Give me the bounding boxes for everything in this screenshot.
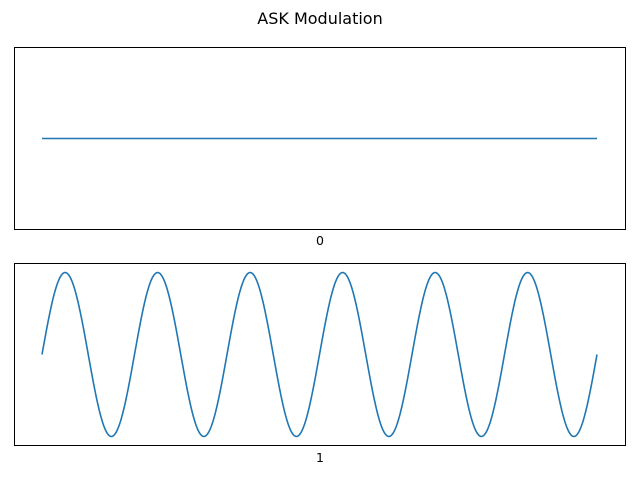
panel-0-axes-frame: [14, 47, 626, 230]
panel-1-axes-frame: [14, 263, 626, 446]
panel-1-signal-line: [41, 271, 598, 438]
panel-1-xlabel: 1: [316, 450, 324, 465]
chart-title: ASK Modulation: [257, 9, 382, 28]
panel-0-xlabel: 0: [316, 233, 324, 248]
panel-bit-1: 1: [14, 263, 626, 465]
panel-bit-0: 0: [14, 47, 626, 248]
